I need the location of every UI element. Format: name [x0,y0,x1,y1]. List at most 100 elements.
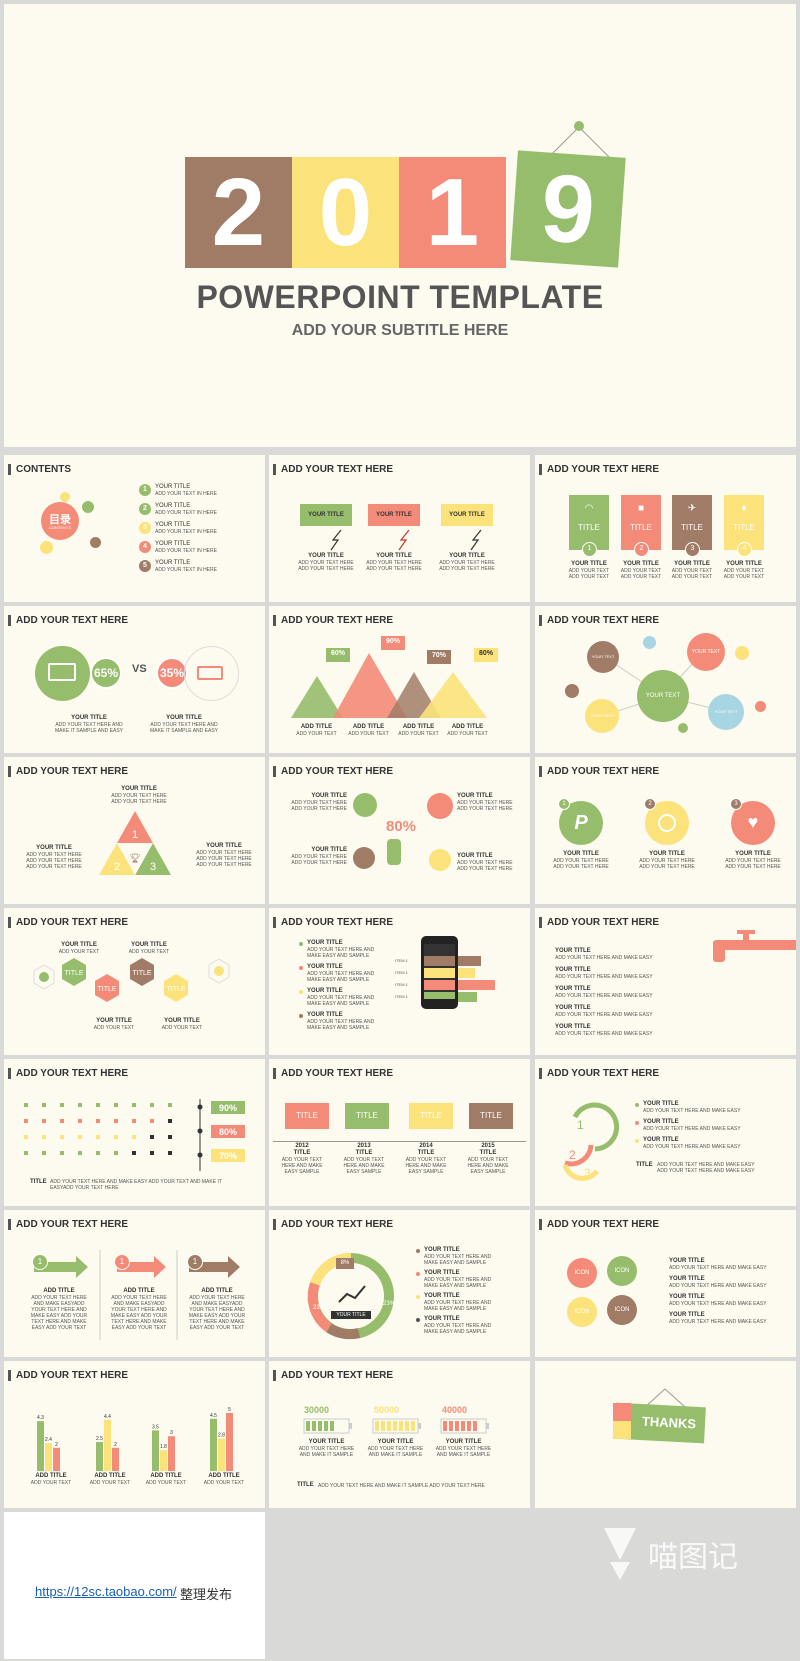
center-bubble [637,670,689,722]
num-badge: 1 [558,798,570,810]
decor-dot [82,501,94,513]
foot-title: TITLE [297,1482,314,1488]
tri-num: 2 [113,861,121,873]
dribbble-icon [658,814,676,832]
caption: ADD TITLE ADD YOUR TEXT HERE AND MAKE EASY… [188,1288,246,1331]
bar [210,1418,217,1471]
battery-value: 40000 [442,1405,468,1415]
slide-title: ADD YOUR TEXT HERE [539,464,659,475]
tri-num: 1 [131,829,139,841]
tag-label: TITLE [578,523,600,532]
pct-tag: 8% [336,1258,354,1269]
contents-center-circle [41,502,79,540]
tag-num: 4 [737,542,752,557]
footer-link[interactable]: https://12sc.taobao.com/ [35,1584,177,1599]
hex-label: TITLE [166,986,186,993]
bubble [587,641,619,673]
footer-note: 整理发布 [180,1587,233,1602]
screen-bar [424,980,455,990]
bubble-label: YOUR TEXT [591,654,615,659]
item-text: ADD YOUR TEXT IN HERE [155,567,217,573]
caption: YOUR TITLE ADD YOUR TEXT [93,1018,135,1031]
tag-caption: YOUR TITLE ADD YOUR TEXT ADD YOUR TEXT [671,561,713,580]
caption: YOUR TITLE ADD YOUR TEXT HERE ADD YOUR TEX… [111,786,167,805]
slide-vs: ADD YOUR TEXT HERE 65% VS 35% YOUR TITLE… [4,606,265,753]
cover-title: POWERPOINT TEMPLATE [196,279,604,315]
caption: YOUR TITLE ADD YOUR TEXT [161,1018,203,1031]
slide-title: ADD YOUR TEXT HERE [8,1068,128,1079]
dot [735,646,749,660]
tag-caption: YOUR TITLE ADD YOUR TEXT ADD YOUR TEXT [723,561,765,580]
hex-label: TITLE [97,986,117,993]
dot [678,723,688,733]
column: YOUR TITLE ADD YOUR TEXT HERE ADD YOUR T… [291,553,361,572]
caption: YOUR TITLE ADD YOUR TEXT HERE ADD YOUR TEX… [26,845,82,870]
caption: YOUR TITLE ADD YOUR TEXT HERE ADD YOUR TEX… [291,793,347,812]
slide-contents: CONTENTS 目录 CONTENTS 1 YOUR TITLE ADD YO… [4,455,265,602]
list-item: YOUR TITLE ADD YOUR TEXT HERE AND MAKE EAS… [299,988,389,1012]
caption: YOUR TITLE ADD YOUR TEXT [128,942,170,955]
bar-value-label: 1.8 [160,1444,167,1450]
donut-legend: YOUR TITLE ADD YOUR TEXT HERE AND MAKE EAS… [416,1247,516,1339]
caption: ADD TITLE ADD YOUR TEXT [447,724,488,737]
slide-title: ADD YOUR TEXT HERE [273,1068,393,1079]
item-num: 1 [143,486,147,493]
bar-value-label: 2 [55,1442,58,1448]
slide-title: ADD YOUR TEXT HERE [273,615,393,626]
slide-icon-grid: ADD YOUR TEXT HERE ICON ICON ICON ICON Y… [535,1210,796,1357]
tag-coral [621,495,661,550]
slide-hand: ADD YOUR TEXT HERE 80% YOUR TITLE ADD YOU… [269,757,530,904]
timeline-item: 2015 TITLE ADD YOUR TEXT HERE AND MAKE EASY … [467,1143,509,1175]
slide-arrows: ADD YOUR TEXT HERE 1 1 1 ADD TITLE ADD YO… [4,1210,265,1357]
col-text: ADD YOUR TEXT HERE [366,566,422,572]
num-badge: 1 [187,1254,203,1270]
caption: YOUR TITLE ADD YOUR TEXT HERE AND MAKE IT … [298,1439,355,1458]
foot-text: ADD YOUR TEXT HERE AND MAKE EASY ADD YOUR… [657,1162,755,1174]
bar [53,1447,60,1471]
battery-icons [303,1418,489,1434]
bar-value-label: 2.5 [96,1436,103,1442]
svg-text:1: 1 [577,1118,584,1132]
screen-bar [424,968,455,978]
item-num: 4 [143,543,147,550]
bar-chart: 4.32.422.54.423.51.834.52.85 [37,1407,233,1471]
col-text: ADD YOUR TEXT HERE [298,566,354,572]
timeline-line [273,1141,526,1142]
slide-title: ADD YOUR TEXT HERE [273,464,393,475]
caption: ADD TITLE ADD YOUR TEXT HERE AND MAKE EASY… [110,1288,168,1331]
col-text: ADD YOUR TEXT HERE [439,566,495,572]
icon-circle [429,849,451,871]
bar-value-label: 4.4 [104,1414,111,1420]
tri-num: 3 [149,861,157,873]
bar [168,1436,175,1471]
col-title: YOUR TITLE [376,553,412,559]
item-num: 2 [143,505,147,512]
icon-circle [353,847,375,869]
timeline-box: TITLE [285,1103,329,1129]
decor-dot [60,492,70,502]
title-box: YOUR TITLE [441,504,493,526]
num-badge: 1 [32,1254,48,1270]
icon-circle: ICON [607,1256,637,1286]
center-label: YOUR TITLE [331,1311,371,1319]
bar-value-label: 2.8 [218,1433,225,1439]
slide-title: ADD YOUR TEXT HERE [539,917,659,928]
pct-label: 60% [330,650,345,657]
monitor-icon [48,663,76,681]
dot [755,701,766,712]
tag-num: 2 [634,542,649,557]
tag-label: TITLE [681,523,703,532]
caption: YOUR TITLE ADD YOUR TEXT HERE ADD YOUR TEX… [725,851,781,870]
battery-value: 30000 [304,1405,330,1415]
caption: ADD TITLE ADD YOUR TEXT HERE AND MAKE EASY… [30,1288,88,1331]
thanks-accent [613,1403,631,1421]
item-title: YOUR TITLE [155,522,191,528]
caption: YOUR TITLE ADD YOUR TEXT HERE AND MAKE IT … [367,1439,424,1458]
slide-title: ADD YOUR TEXT HERE [8,766,128,777]
slide-title: ADD YOUR TEXT HERE [539,766,659,777]
item-text: ADD YOUR TEXT IN HERE [155,491,217,497]
bar [112,1447,119,1471]
slide-title: ADD YOUR TEXT HERE [273,766,393,777]
icon-circle: ICON [567,1258,597,1288]
item-label: ITEM 1 [395,982,408,987]
